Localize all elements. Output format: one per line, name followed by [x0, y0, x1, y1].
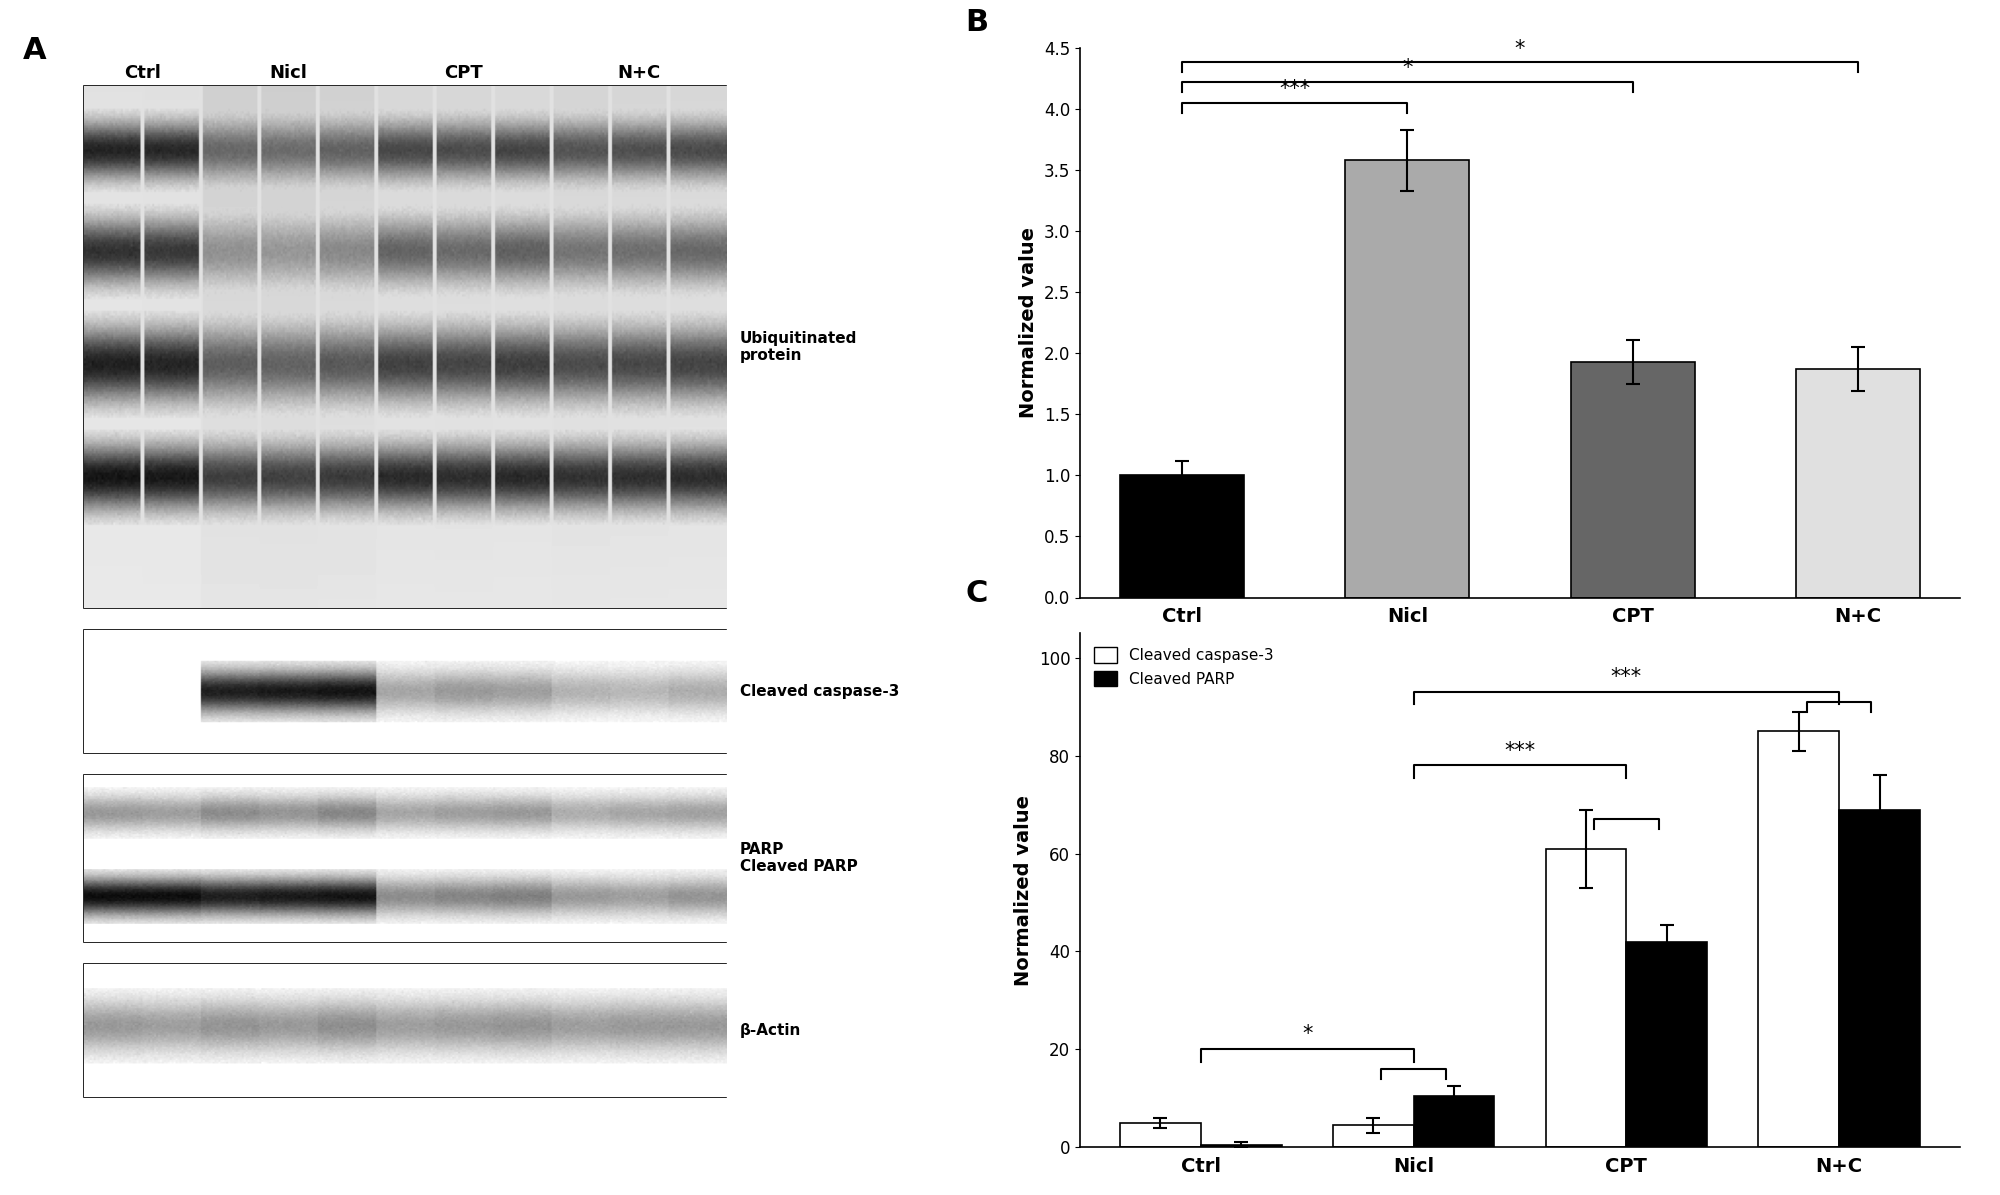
Text: Ctrl: Ctrl	[124, 63, 160, 81]
Text: A: A	[22, 36, 46, 65]
Text: Nicl: Nicl	[270, 63, 308, 81]
Text: ***: ***	[1610, 667, 1642, 687]
Bar	[84, 86, 726, 608]
Text: ***: ***	[1504, 741, 1536, 760]
Bar	[1200, 1145, 1282, 1147]
Text: Ubiquitinated
protein: Ubiquitinated protein	[740, 331, 856, 363]
Bar	[1840, 809, 1920, 1147]
Y-axis label: Normalized value: Normalized value	[1014, 795, 1034, 986]
Text: B: B	[966, 8, 988, 37]
Text: C: C	[966, 578, 988, 608]
Bar	[1626, 942, 1708, 1147]
Text: N+C: N+C	[618, 63, 660, 81]
Bar	[1346, 160, 1470, 598]
Text: β-Actin: β-Actin	[740, 1023, 800, 1038]
Bar	[84, 964, 726, 1097]
Bar	[1120, 476, 1244, 598]
Bar	[84, 631, 726, 753]
Bar	[1570, 362, 1694, 598]
Text: *: *	[1514, 38, 1526, 59]
Bar	[1414, 1096, 1494, 1147]
Bar	[1332, 1126, 1414, 1147]
Text: Cleaved caspase-3: Cleaved caspase-3	[740, 684, 898, 699]
Text: *: *	[1302, 1024, 1312, 1044]
Text: PARP
Cleaved PARP: PARP Cleaved PARP	[740, 842, 858, 875]
Bar	[1120, 1123, 1200, 1147]
Y-axis label: Normalized value: Normalized value	[1020, 227, 1038, 418]
Bar	[1758, 731, 1840, 1147]
Legend: Cleaved caspase-3, Cleaved PARP: Cleaved caspase-3, Cleaved PARP	[1088, 641, 1280, 693]
Bar	[84, 774, 726, 942]
Text: CPT: CPT	[444, 63, 482, 81]
Text: *: *	[1402, 59, 1412, 79]
Bar	[1546, 848, 1626, 1147]
Bar	[1796, 369, 1920, 598]
Text: ***: ***	[1280, 79, 1310, 99]
